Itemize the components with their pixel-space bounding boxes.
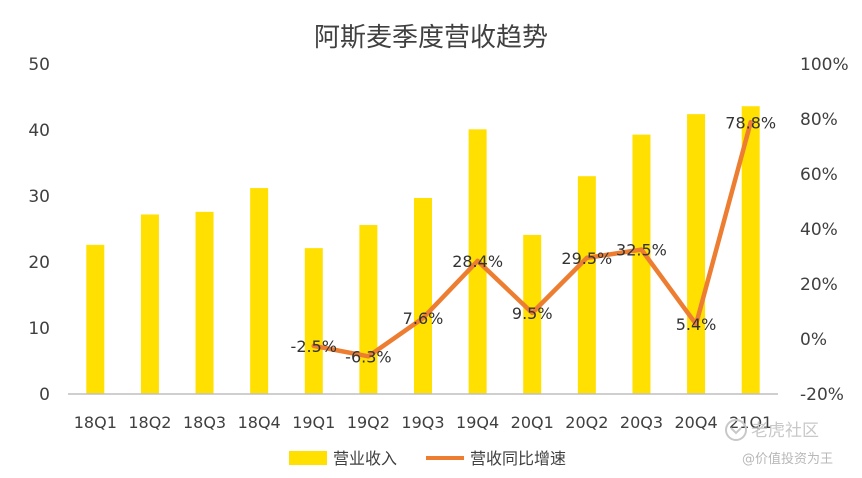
legend: 营业收入 营收同比增速: [289, 449, 566, 468]
tiger-logo-icon: [725, 419, 747, 441]
y-left-tick: 40: [28, 121, 50, 141]
x-tick-19Q1: 19Q1: [292, 413, 335, 432]
y-right-tick: 0%: [800, 330, 827, 350]
y-left-tick: 50: [28, 55, 50, 75]
legend-label-growth: 营收同比增速: [470, 449, 566, 468]
data-label-21Q1: 78.8%: [725, 113, 776, 132]
bar-21Q1: [741, 106, 760, 395]
data-label-19Q1: -2.5%: [291, 337, 337, 356]
growth-point-19Q3: [420, 315, 426, 321]
growth-point-20Q1: [530, 310, 535, 316]
x-tick-19Q3: 19Q3: [401, 413, 444, 432]
growth-point-19Q2: [366, 354, 371, 359]
bar-19Q3: [414, 197, 432, 394]
bar-20Q3: [632, 134, 651, 394]
x-tick-20Q3: 20Q3: [620, 413, 663, 432]
data-labels: -2.5% -6.3% 7.6% 28.4% 9.5% 29.5% 32.5% 5.4% 78.…: [291, 113, 777, 366]
y-right-tick: 40%: [800, 220, 838, 240]
bar-20Q2: [577, 176, 596, 394]
y-left-tick: 10: [28, 319, 50, 339]
data-label-20Q4: 5.4%: [676, 315, 717, 334]
bar-19Q2: [359, 225, 378, 394]
y-left-tick: 30: [28, 187, 50, 207]
x-tick-18Q3: 18Q3: [183, 413, 226, 432]
x-tick-18Q2: 18Q2: [128, 413, 171, 432]
data-label-20Q3: 32.5%: [616, 241, 667, 260]
growth-point-20Q2: [584, 255, 590, 261]
data-label-19Q3: 7.6%: [403, 309, 444, 328]
y-right-tick: -20%: [800, 385, 844, 405]
x-tick-19Q2: 19Q2: [347, 413, 390, 432]
bar-20Q4: [687, 114, 706, 394]
bar-18Q4: [250, 188, 269, 394]
x-tick-21Q1: 21Q1: [729, 413, 772, 432]
x-tick-20Q4: 20Q4: [675, 413, 718, 432]
x-tick-18Q1: 18Q1: [74, 413, 117, 432]
line-series: [311, 120, 753, 359]
x-tick-18Q4: 18Q4: [238, 413, 281, 432]
y-left-tick: 0: [39, 385, 50, 405]
y-left-tick: 20: [28, 253, 50, 273]
chart-title: 阿斯麦季度营收趋势: [314, 23, 548, 53]
y-right-tick: 80%: [800, 110, 838, 130]
legend-swatch-revenue: [289, 451, 327, 465]
growth-point-20Q4: [693, 321, 699, 327]
x-tick-20Q2: 20Q2: [565, 413, 608, 432]
x-axis-ticks: 18Q1 18Q2 18Q3 18Q4 19Q1 19Q2 19Q3 19Q4 20Q1 20Q2…: [74, 413, 773, 432]
bar-18Q2: [140, 214, 159, 394]
bar-18Q3: [195, 211, 214, 394]
growth-point-20Q3: [639, 247, 644, 252]
watermark-main: 老虎社区: [751, 421, 819, 441]
legend-label-revenue: 营业收入: [333, 449, 397, 468]
watermark: 老虎社区 @价值投资为王: [725, 419, 833, 467]
y-right-tick: 100%: [800, 55, 849, 75]
data-label-20Q2: 29.5%: [561, 249, 612, 268]
bar-19Q1: [304, 248, 323, 394]
data-label-19Q2: -6.3%: [345, 347, 391, 366]
data-label-19Q4: 28.4%: [452, 252, 503, 271]
x-tick-19Q4: 19Q4: [456, 413, 499, 432]
y-right-tick: 20%: [800, 275, 838, 295]
watermark-sub: @价值投资为王: [742, 451, 833, 467]
x-tick-20Q1: 20Q1: [511, 413, 554, 432]
growth-point-19Q1: [311, 343, 316, 349]
y-right-ticks: -20% 0% 20% 40% 60% 80% 100%: [800, 55, 849, 405]
y-right-tick: 60%: [800, 165, 838, 185]
growth-point-19Q4: [475, 258, 480, 264]
data-label-20Q1: 9.5%: [512, 304, 553, 323]
y-left-ticks: 0 10 20 30 40 50: [28, 55, 50, 405]
growth-point-21Q1: [748, 120, 753, 125]
bar-18Q1: [86, 244, 105, 394]
